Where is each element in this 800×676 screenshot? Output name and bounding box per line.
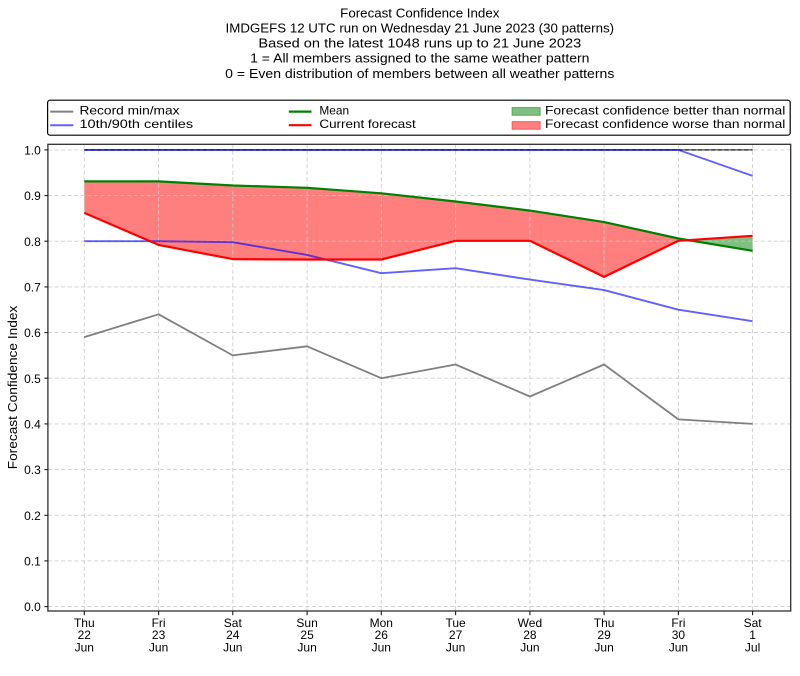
svg-text:Jun: Jun: [594, 640, 613, 654]
svg-text:Tue: Tue: [445, 616, 466, 630]
svg-text:22: 22: [78, 628, 92, 642]
svg-text:Jun: Jun: [149, 640, 168, 654]
svg-text:Fri: Fri: [671, 616, 685, 630]
svg-text:24: 24: [226, 628, 240, 642]
svg-text:0 = Even distribution of membe: 0 = Even distribution of members between…: [225, 67, 614, 81]
svg-text:Forecast Confidence Index: Forecast Confidence Index: [6, 305, 20, 469]
svg-text:27: 27: [449, 628, 463, 642]
svg-text:26: 26: [375, 628, 389, 642]
svg-text:25: 25: [300, 628, 314, 642]
svg-text:Jul: Jul: [745, 640, 760, 654]
svg-text:Fri: Fri: [152, 616, 166, 630]
svg-text:IMDGEFS 12 UTC run on Wednesda: IMDGEFS 12 UTC run on Wednesday 21 June …: [226, 21, 615, 35]
svg-text:Jun: Jun: [372, 640, 391, 654]
svg-text:0.3: 0.3: [24, 463, 41, 477]
svg-text:23: 23: [152, 628, 166, 642]
svg-text:Mon: Mon: [370, 616, 393, 630]
svg-text:Based on the latest 1048 runs: Based on the latest 1048 runs up to 21 J…: [258, 37, 581, 51]
svg-text:0.8: 0.8: [24, 235, 41, 249]
svg-text:0.6: 0.6: [24, 326, 41, 340]
svg-text:Record min/max: Record min/max: [80, 104, 180, 118]
svg-text:0.1: 0.1: [24, 555, 41, 569]
svg-text:Jun: Jun: [446, 640, 465, 654]
svg-text:0.4: 0.4: [24, 418, 41, 432]
svg-text:1.0: 1.0: [24, 144, 41, 158]
svg-text:Forecast Confidence Index: Forecast Confidence Index: [340, 6, 500, 20]
svg-text:30: 30: [672, 628, 686, 642]
svg-text:Jun: Jun: [297, 640, 316, 654]
svg-text:29: 29: [597, 628, 611, 642]
svg-text:Sat: Sat: [224, 616, 243, 630]
svg-text:Jun: Jun: [520, 640, 539, 654]
svg-text:Thu: Thu: [594, 616, 615, 630]
svg-text:Sun: Sun: [296, 616, 317, 630]
svg-text:Wed: Wed: [518, 616, 542, 630]
svg-text:0.0: 0.0: [24, 600, 41, 614]
svg-text:Forecast confidence worse than: Forecast confidence worse than normal: [545, 117, 785, 131]
svg-text:Thu: Thu: [74, 616, 95, 630]
svg-text:Mean: Mean: [319, 104, 349, 118]
svg-text:0.2: 0.2: [24, 509, 41, 523]
svg-text:28: 28: [523, 628, 537, 642]
svg-text:10th/90th centiles: 10th/90th centiles: [80, 117, 194, 131]
svg-text:Current forecast: Current forecast: [319, 117, 416, 131]
svg-text:1 = All members assigned to th: 1 = All members assigned to the same wea…: [250, 52, 589, 66]
svg-text:0.9: 0.9: [24, 189, 41, 203]
svg-text:Sat: Sat: [744, 616, 763, 630]
svg-text:Jun: Jun: [223, 640, 242, 654]
svg-text:1: 1: [749, 628, 756, 642]
svg-text:Forecast confidence better tha: Forecast confidence better than normal: [545, 104, 785, 118]
svg-text:Jun: Jun: [75, 640, 94, 654]
svg-text:0.7: 0.7: [24, 281, 41, 295]
svg-text:0.5: 0.5: [24, 372, 41, 386]
svg-text:Jun: Jun: [669, 640, 688, 654]
